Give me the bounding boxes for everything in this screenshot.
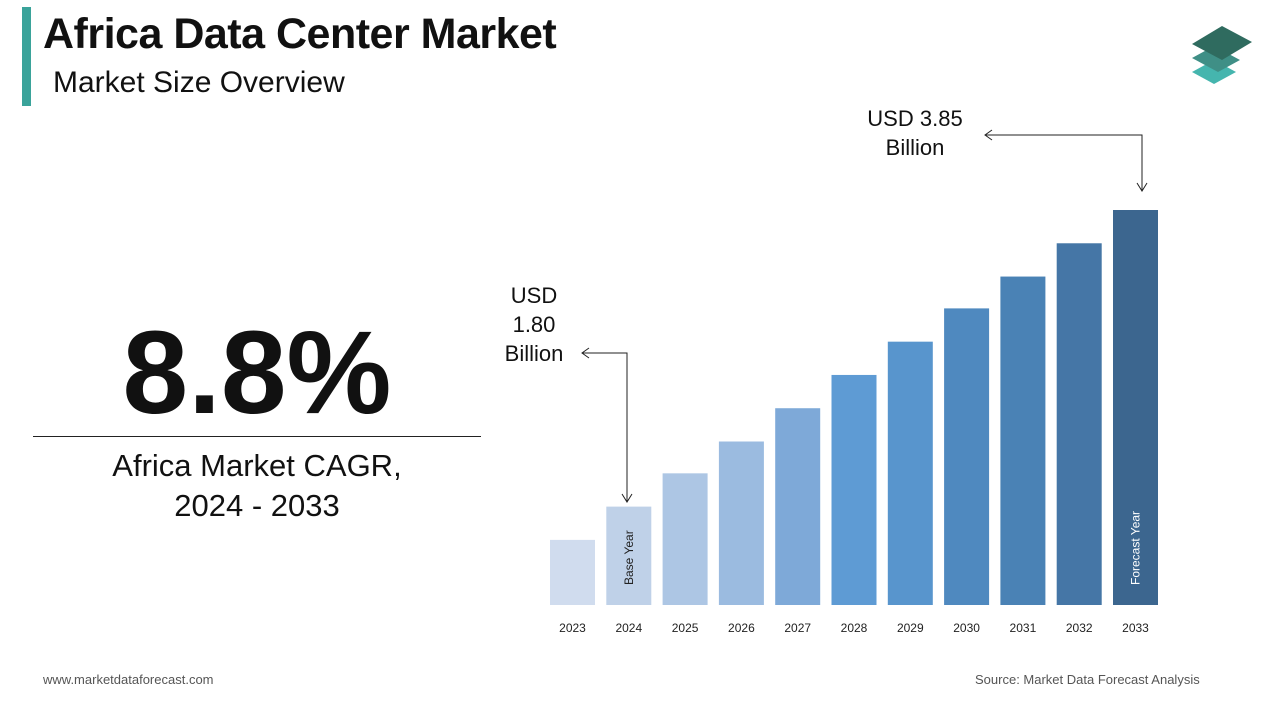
x-tick-label: 2024 [615,621,642,635]
layers-logo-icon [1192,26,1252,84]
callout-arrow-2033 [984,129,1148,192]
website-link[interactable]: www.marketdataforecast.com [43,672,214,687]
bar-annotation-2033: Forecast Year [1129,511,1143,585]
x-tick-label: 2028 [841,621,868,635]
bar-2026 [718,441,764,605]
bar-2029 [887,341,933,605]
callout-2024-line1: USD [510,283,558,308]
page-title: Africa Data Center Market [43,10,557,58]
bar-2023 [550,539,595,605]
x-tick-label: 2023 [559,621,586,635]
x-tick-label: 2025 [672,621,699,635]
accent-bar [22,7,31,106]
bar-2030 [944,308,990,605]
cagr-label-line1: Africa Market CAGR, [112,448,402,483]
x-tick-label: 2026 [728,621,755,635]
x-tick-label: 2031 [1010,621,1037,635]
callout-2033-line2: Billion [885,135,945,160]
callout-2024: USD 1.80 Billion [494,281,574,368]
x-tick-label: 2029 [897,621,924,635]
page-subtitle: Market Size Overview [53,66,345,99]
bar-2027 [775,408,821,605]
callout-arrow-2024 [581,347,633,503]
x-tick-label: 2033 [1122,621,1149,635]
callout-2024-line2: 1.80 [512,312,556,337]
bar-annotation-2024: Base Year [622,530,636,585]
x-tick-label: 2027 [784,621,811,635]
bar-2033 [1113,210,1158,605]
divider [33,436,481,437]
bar-2025 [662,473,708,605]
callout-2033-line1: USD 3.85 [867,106,963,131]
callout-2024-line3: Billion [504,341,564,366]
cagr-value: 8.8% [122,307,392,439]
bar-2024 [606,506,652,605]
x-tick-label: 2030 [953,621,980,635]
cagr-label-line2: 2024 - 2033 [174,488,340,523]
x-tick-label: 2032 [1066,621,1093,635]
cagr-label: Africa Market CAGR, 2024 - 2033 [33,446,481,526]
bar-2032 [1056,243,1102,605]
callout-2033: USD 3.85 Billion [850,104,980,162]
bar-2031 [1000,276,1046,605]
source-note: Source: Market Data Forecast Analysis [975,672,1200,687]
bar-2028 [831,374,877,605]
